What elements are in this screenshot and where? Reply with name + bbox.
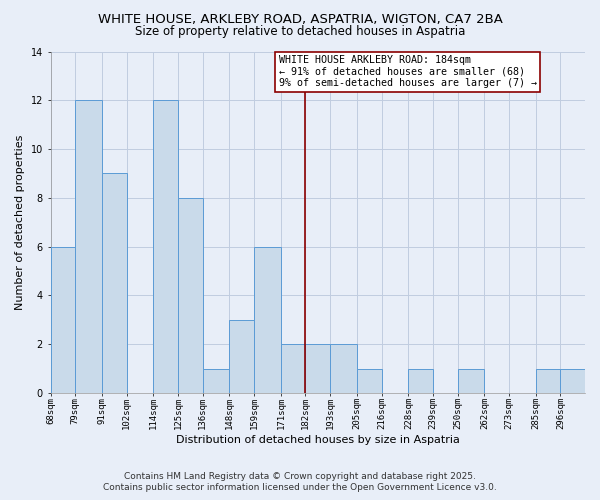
Bar [254, 246, 281, 393]
Text: Contains HM Land Registry data © Crown copyright and database right 2025.
Contai: Contains HM Land Registry data © Crown c… [103, 472, 497, 492]
Text: Size of property relative to detached houses in Aspatria: Size of property relative to detached ho… [135, 25, 465, 38]
Bar [203, 368, 229, 393]
Bar [458, 368, 484, 393]
Text: WHITE HOUSE ARKLEBY ROAD: 184sqm
← 91% of detached houses are smaller (68)
9% of: WHITE HOUSE ARKLEBY ROAD: 184sqm ← 91% o… [278, 55, 536, 88]
Bar [50, 246, 75, 393]
Bar [409, 368, 433, 393]
Y-axis label: Number of detached properties: Number of detached properties [15, 134, 25, 310]
Bar [305, 344, 330, 393]
Bar [560, 368, 585, 393]
Bar [102, 174, 127, 393]
Bar [330, 344, 357, 393]
Bar [178, 198, 203, 393]
Bar [229, 320, 254, 393]
Bar [75, 100, 102, 393]
X-axis label: Distribution of detached houses by size in Aspatria: Distribution of detached houses by size … [176, 435, 460, 445]
Bar [154, 100, 178, 393]
Bar [357, 368, 382, 393]
Bar [281, 344, 305, 393]
Bar [536, 368, 560, 393]
Text: WHITE HOUSE, ARKLEBY ROAD, ASPATRIA, WIGTON, CA7 2BA: WHITE HOUSE, ARKLEBY ROAD, ASPATRIA, WIG… [98, 12, 502, 26]
